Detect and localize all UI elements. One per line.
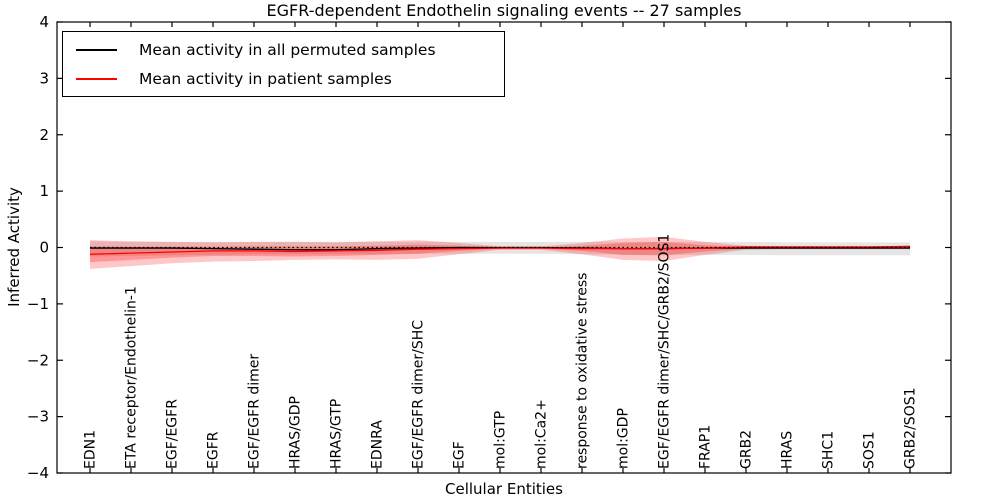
- x-tick-label: EGF/EGFR dimer/SHC: [411, 320, 427, 469]
- x-tick-label: SOS1: [862, 431, 878, 469]
- legend-entry-label: Mean activity in patient samples: [139, 69, 392, 88]
- y-tick-label: 4: [39, 13, 49, 31]
- x-tick-label: EDNRA: [370, 420, 386, 469]
- y-tick-label: −3: [27, 408, 49, 426]
- band-patient-samples-range-outer: [90, 236, 910, 269]
- x-tick-label: EGF/EGFR dimer/SHC/GRB2/SOS1: [657, 234, 673, 469]
- x-axis-label: Cellular Entities: [445, 480, 563, 498]
- x-tick-label: EGFR: [206, 431, 222, 469]
- x-tick-label: SHC1: [821, 431, 837, 469]
- x-tick-label: HRAS/GTP: [329, 399, 345, 469]
- x-tick-label: EDN1: [83, 430, 99, 469]
- legend-entry-permuted: Mean activity in all permuted samples: [63, 36, 504, 64]
- y-axis-label: Inferred Activity: [5, 187, 23, 307]
- y-tick-label: 3: [39, 69, 49, 87]
- x-tick-label: FRAP1: [698, 425, 714, 469]
- x-tick-label: GRB2/SOS1: [903, 387, 919, 469]
- x-tick-label: EGF/EGFR dimer: [247, 354, 263, 469]
- legend: Mean activity in all permuted samples Me…: [62, 31, 505, 97]
- y-tick-label: −1: [27, 295, 49, 313]
- legend-line-swatch-red: [76, 77, 117, 80]
- y-tick-label: −4: [27, 464, 49, 482]
- x-tick-label: mol:Ca2+: [534, 399, 550, 469]
- x-tick-label: HRAS/GDP: [288, 396, 304, 469]
- x-tick-label: response to oxidative stress: [575, 273, 591, 469]
- x-tick-label: GRB2: [739, 430, 755, 469]
- x-tick-label: HRAS: [780, 431, 796, 469]
- legend-entry-patient: Mean activity in patient samples: [63, 65, 504, 93]
- x-tick-label: mol:GTP: [493, 411, 509, 469]
- y-tick-label: −2: [27, 351, 49, 369]
- x-tick-label: EGF: [452, 441, 468, 469]
- band-patient-samples-range-inner: [90, 241, 910, 263]
- x-tick-label: EGF/EGFR: [165, 399, 181, 469]
- y-tick-label: 1: [39, 182, 49, 200]
- band-permuted-samples-range: [90, 241, 910, 257]
- y-tick-label: 0: [39, 239, 49, 257]
- x-tick-label: ETA receptor/Endothelin-1: [124, 286, 140, 469]
- x-tick-label: mol:GDP: [616, 408, 632, 469]
- legend-line-swatch-black: [76, 48, 117, 51]
- legend-entry-label: Mean activity in all permuted samples: [139, 40, 436, 59]
- chart-title: EGFR-dependent Endothelin signaling even…: [266, 1, 742, 20]
- y-tick-label: 2: [39, 126, 49, 144]
